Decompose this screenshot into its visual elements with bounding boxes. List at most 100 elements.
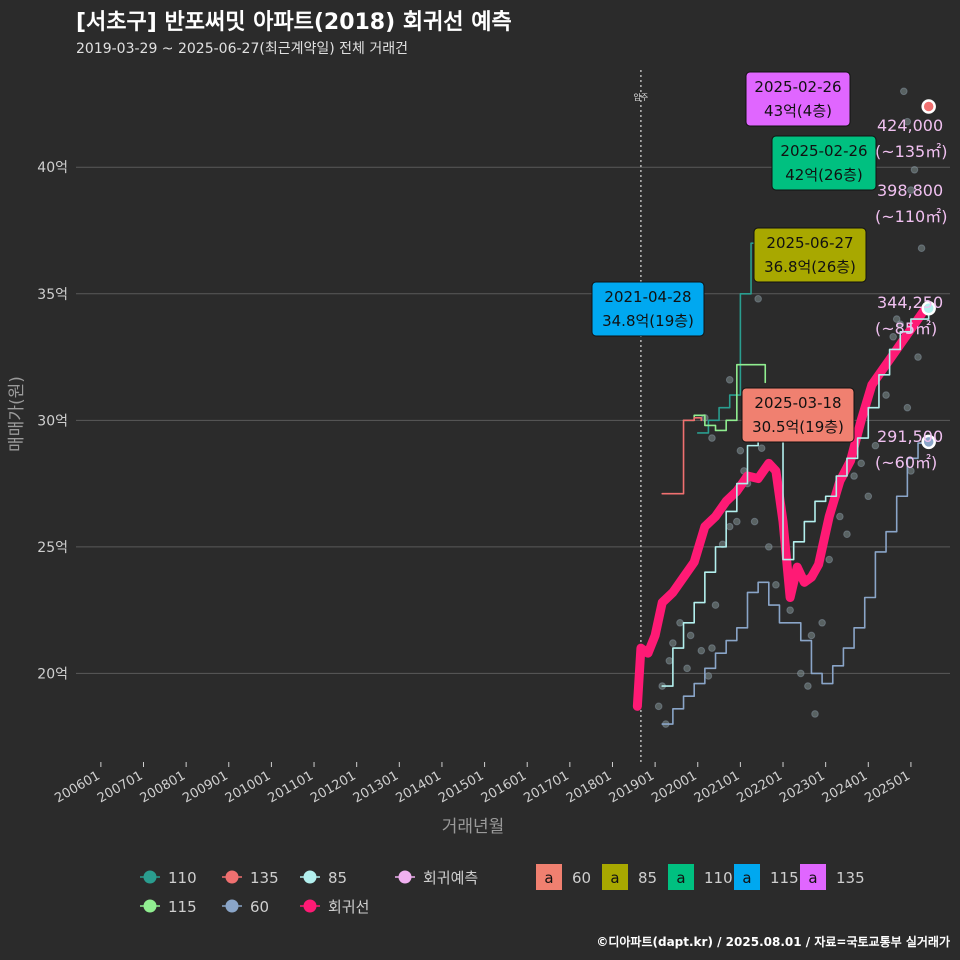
legend-marker [398, 870, 412, 884]
legend-marker [143, 870, 157, 884]
y-tick-label: 20억 [37, 666, 68, 682]
legend-item: 110 [140, 869, 197, 887]
annotation-box: 2025-02-26 42억(26층) [771, 135, 877, 191]
series-line-60 [661, 441, 930, 725]
end-value-label: 398,800 [877, 181, 943, 200]
transaction-point [914, 353, 922, 361]
x-tick-label: 201701 [521, 768, 571, 806]
annotation-date: 2021-04-28 [604, 288, 691, 306]
move-in-label: 입주 [634, 93, 649, 102]
legend-box-swatch [536, 864, 562, 890]
legend-marker [225, 870, 239, 884]
x-tick-label: 200901 [180, 768, 230, 806]
legend-label: 115 [168, 898, 197, 916]
legend-item: 회귀예측 [395, 869, 478, 887]
legend-item: 회귀선 [300, 898, 369, 916]
end-value-label: 424,000 [877, 116, 943, 135]
y-tick-label: 40억 [37, 160, 68, 176]
y-tick-label: 25억 [37, 540, 68, 556]
legend-item: 85 [300, 869, 347, 887]
chart-subtitle: 2019-03-29 ~ 2025-06-27(최근계약일) 전체 거래건 [76, 41, 408, 57]
transaction-point [697, 646, 706, 655]
legend-box-label: 60 [572, 869, 591, 887]
legend-box-glyph: a [544, 869, 553, 887]
legend-box-glyph: a [808, 869, 817, 887]
transaction-point [907, 186, 915, 194]
legend-box-glyph: a [610, 869, 619, 887]
x-tick-label: 201301 [351, 768, 401, 806]
x-tick-label: 201201 [308, 768, 358, 806]
series-line-회귀선 [632, 304, 930, 711]
x-axis-title: 거래년월 [442, 817, 505, 837]
annotation-rect [771, 135, 877, 191]
legend-item: 135 [222, 869, 279, 887]
transaction-point [683, 664, 691, 673]
x-tick-label: 200801 [138, 768, 188, 806]
legend-box-item: a 110 [668, 864, 733, 890]
annotation-box: 2025-06-27 36.8억(26층) [753, 227, 867, 283]
legend-label: 85 [328, 869, 347, 887]
transaction-point [900, 87, 908, 96]
legend-box-label: 135 [836, 869, 865, 887]
transaction-point [811, 710, 819, 718]
legend-box-label: 110 [704, 869, 733, 887]
transaction-point [910, 165, 919, 174]
y-axis-title: 매매가(원) [7, 376, 27, 452]
legend-marker [225, 899, 239, 913]
transaction-point [857, 459, 865, 468]
legend-label: 135 [250, 869, 279, 887]
forecast-endpoint [921, 434, 936, 450]
legend-box-swatch [734, 864, 760, 890]
transaction-point [917, 244, 926, 253]
transaction-point [654, 702, 663, 711]
transaction-point [903, 117, 912, 126]
x-tick-label: 201001 [223, 768, 273, 806]
legend-marker [303, 899, 317, 913]
transaction-point [676, 619, 684, 627]
end-value-label: 344,250 [877, 293, 943, 312]
legend-marker [303, 870, 317, 884]
legend-label: 60 [250, 898, 269, 916]
transaction-point [708, 434, 716, 442]
annotation-price: 42억(26층) [785, 166, 862, 184]
x-tick-label: 201501 [436, 768, 486, 806]
annotation-box: 2025-03-18 30.5억(19층) [741, 387, 855, 443]
end-area-label: (~60㎡) [875, 453, 937, 472]
transaction-point [889, 333, 897, 341]
series-line-135 [661, 416, 703, 495]
transaction-point [669, 639, 677, 647]
transaction-point [750, 517, 759, 526]
x-tick-label: 202101 [692, 768, 742, 806]
transaction-point [843, 530, 851, 539]
transaction-point [836, 512, 844, 521]
legend-item: 60 [222, 898, 269, 916]
legend-box-item: a 115 [734, 864, 799, 890]
transaction-point [772, 581, 780, 589]
legend-box-label: 115 [770, 869, 799, 887]
transaction-point [765, 543, 773, 551]
annotation-date: 2025-06-27 [766, 234, 853, 252]
annotation-rect [753, 227, 867, 283]
transaction-point [892, 315, 901, 323]
transaction-point [686, 631, 695, 640]
transaction-point [733, 517, 741, 526]
legend-box-label: 85 [638, 869, 657, 887]
chart-title: [서초구] 반포써밋 아파트(2018) 회귀선 예측 [76, 10, 512, 35]
annotation-box: 2021-04-28 34.8억(19층) [591, 281, 705, 337]
transaction-point [725, 376, 734, 384]
transaction-point [754, 295, 762, 303]
annotation-date: 2025-02-26 [754, 78, 841, 96]
legend-box-glyph: a [676, 869, 685, 887]
end-area-label: (~135㎡) [875, 142, 947, 161]
transaction-point [903, 403, 912, 412]
x-tick-label: 200701 [95, 768, 145, 806]
annotation-price: 36.8억(26층) [764, 258, 856, 276]
series-line-85 [661, 307, 930, 687]
legend-marker [143, 899, 157, 913]
x-tick-label: 201801 [564, 768, 614, 806]
annotation-price: 43억(4층) [764, 102, 832, 120]
annotation-date: 2025-02-26 [780, 142, 867, 160]
end-value-label: 291,500 [877, 427, 943, 446]
transaction-point [708, 644, 716, 652]
